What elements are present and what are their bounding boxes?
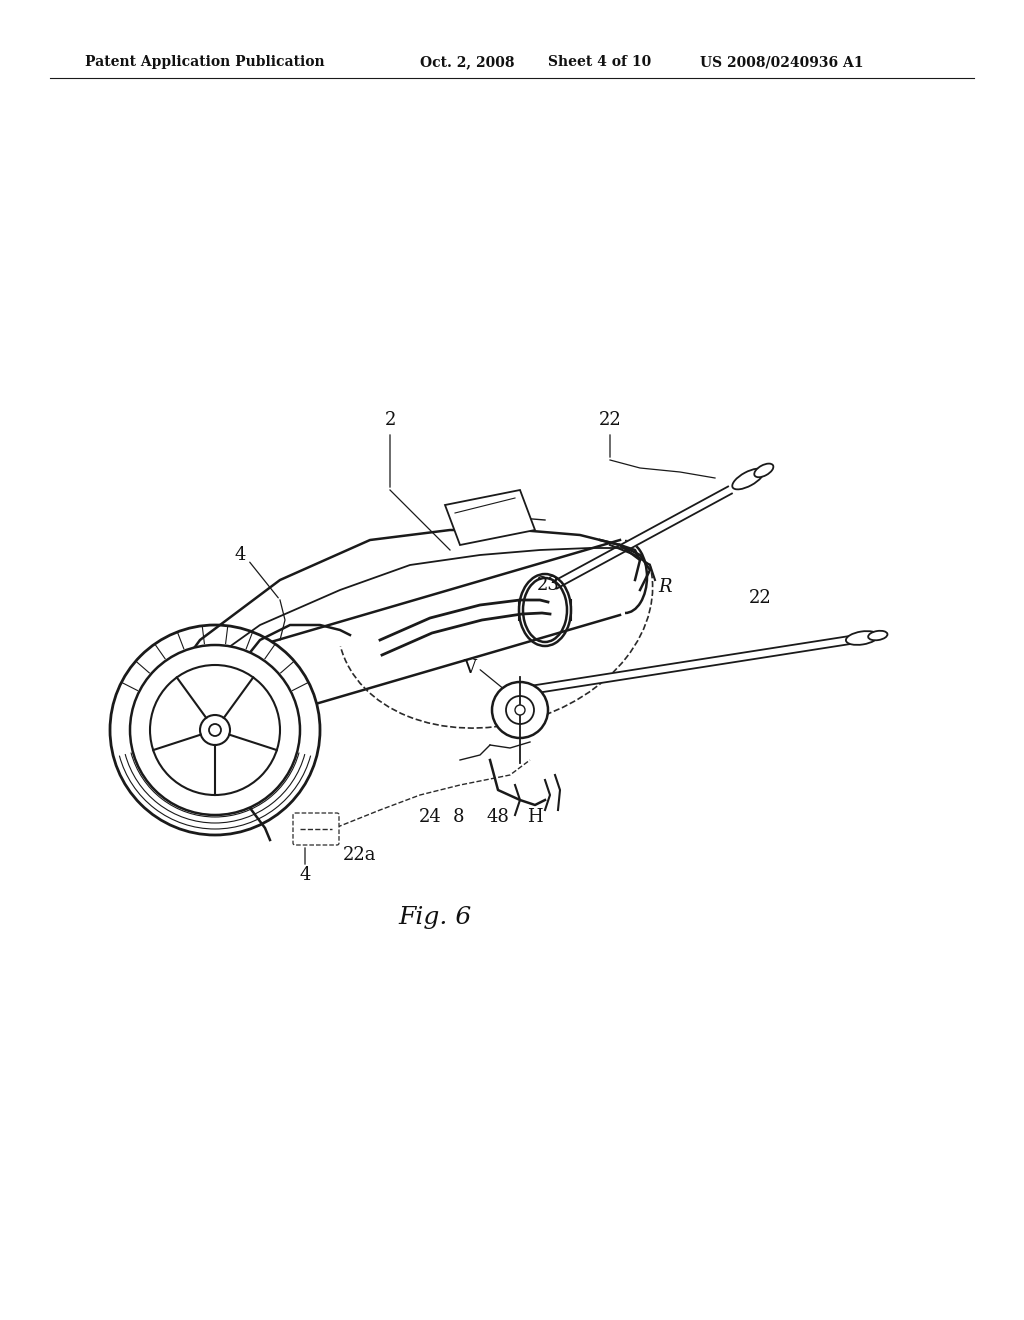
Text: US 2008/0240936 A1: US 2008/0240936 A1 — [700, 55, 863, 69]
Text: 4: 4 — [299, 866, 310, 884]
Text: 8: 8 — [453, 808, 464, 826]
Ellipse shape — [868, 631, 888, 640]
Text: 22: 22 — [599, 411, 622, 429]
Circle shape — [209, 723, 221, 737]
Text: V: V — [464, 659, 476, 677]
Circle shape — [492, 682, 548, 738]
Text: 22a: 22a — [343, 846, 377, 865]
Text: 2: 2 — [384, 411, 395, 429]
Polygon shape — [529, 636, 851, 694]
Text: 22: 22 — [749, 589, 771, 607]
Circle shape — [506, 696, 534, 723]
FancyBboxPatch shape — [293, 813, 339, 845]
Circle shape — [150, 665, 280, 795]
Text: Fig. 6: Fig. 6 — [398, 906, 472, 929]
Circle shape — [515, 705, 525, 715]
Text: 24: 24 — [419, 808, 441, 826]
Text: 48: 48 — [486, 808, 509, 826]
Text: Sheet 4 of 10: Sheet 4 of 10 — [548, 55, 651, 69]
Text: 4: 4 — [234, 546, 246, 564]
Ellipse shape — [755, 463, 773, 478]
Text: H: H — [527, 808, 543, 826]
Circle shape — [130, 645, 300, 814]
Text: Patent Application Publication: Patent Application Publication — [85, 55, 325, 69]
Polygon shape — [445, 490, 535, 545]
Text: 23: 23 — [537, 576, 559, 594]
Circle shape — [110, 624, 319, 836]
Polygon shape — [553, 487, 732, 589]
Circle shape — [200, 715, 230, 744]
Text: Oct. 2, 2008: Oct. 2, 2008 — [420, 55, 514, 69]
Ellipse shape — [846, 631, 879, 645]
Ellipse shape — [732, 469, 764, 490]
Text: R: R — [658, 578, 672, 597]
